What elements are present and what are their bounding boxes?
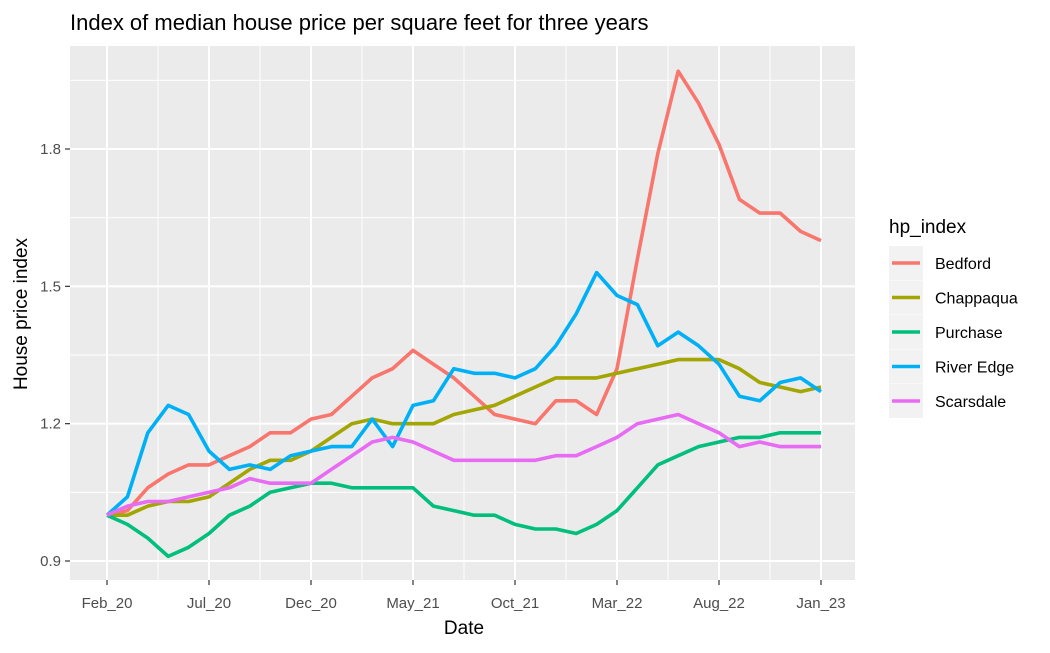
legend-label-bedford: Bedford xyxy=(935,256,991,273)
legend-label-chappaqua: Chappaqua xyxy=(935,291,1018,308)
legend-label-purchase: Purchase xyxy=(935,325,1003,342)
x-tick-label: Dec_20 xyxy=(285,595,337,612)
series-line-scarsdale xyxy=(106,412,821,517)
x-tick-label: Feb_20 xyxy=(82,595,133,612)
x-tick-label: May_21 xyxy=(386,595,439,612)
y-axis: 0.9 1.2 1.5 1.8 xyxy=(40,141,70,570)
legend: hp_index Bedford Chappaqua Purchase River E… xyxy=(889,217,1018,418)
series-line-chappaqua xyxy=(107,357,822,518)
x-tick-label: Aug_22 xyxy=(693,595,745,612)
legend-items: Bedford Chappaqua Purchase River Edge Scarsd… xyxy=(889,246,1018,418)
y-tick-label: 1.5 xyxy=(40,278,61,295)
y-tick-label: 1.8 xyxy=(40,141,61,158)
series-line-purchase xyxy=(106,430,821,559)
plot-panel xyxy=(70,46,855,580)
x-tick-label: Mar_22 xyxy=(592,595,643,612)
x-axis: Feb_20 Jul_20 Dec_20 May_21 Oct_21 Mar_22 Aug_… xyxy=(82,580,846,612)
series-line-river-edge xyxy=(105,270,823,517)
x-axis-label: Date xyxy=(444,618,484,639)
legend-label-river-edge: River Edge xyxy=(935,360,1014,377)
legend-label-scarsdale: Scarsdale xyxy=(935,394,1006,411)
legend-title: hp_index xyxy=(889,217,967,238)
series-lines xyxy=(105,69,823,559)
x-tick-label: Jan_23 xyxy=(796,595,845,612)
y-tick-label: 1.2 xyxy=(40,416,61,433)
x-tick-label: Jul_20 xyxy=(187,595,231,612)
grid-major xyxy=(70,46,855,580)
y-tick-label: 0.9 xyxy=(40,553,61,570)
chart-title: Index of median house price per square f… xyxy=(70,10,648,35)
series-line-bedford xyxy=(106,69,822,517)
x-tick-label: Oct_21 xyxy=(491,595,539,612)
y-axis-label: House price index xyxy=(11,237,32,390)
